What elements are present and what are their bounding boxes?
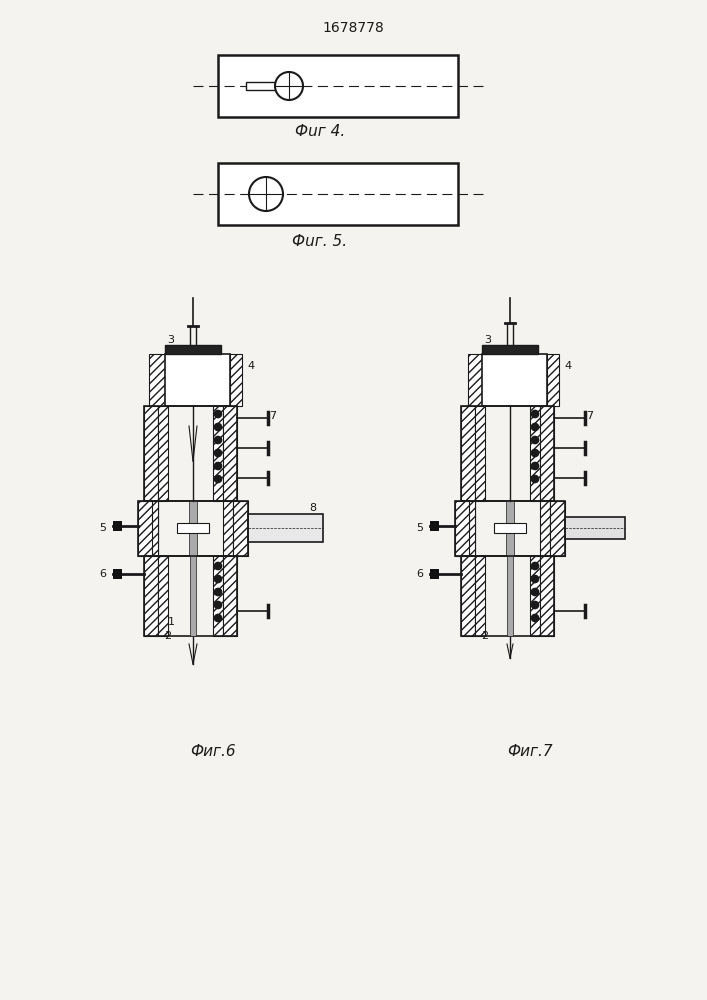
Circle shape	[214, 562, 221, 570]
Text: Фuг. 5.: Фuг. 5.	[293, 234, 348, 249]
Circle shape	[214, 576, 221, 582]
Text: Фиг.7: Фиг.7	[507, 744, 553, 760]
Text: 6: 6	[100, 569, 107, 579]
Text: 2: 2	[481, 631, 488, 641]
Bar	[223, 556, 237, 636]
Bar	[461, 556, 554, 636]
Circle shape	[532, 576, 539, 582]
Bar	[138, 501, 248, 556]
Circle shape	[214, 424, 221, 430]
Bar	[152, 501, 158, 556]
Bar	[213, 556, 223, 636]
Bar	[530, 556, 540, 636]
Bar	[218, 55, 458, 117]
Bar	[248, 514, 323, 542]
Circle shape	[532, 450, 539, 456]
Circle shape	[532, 476, 539, 483]
Bar	[213, 406, 223, 501]
Bar	[482, 354, 547, 406]
Circle shape	[214, 450, 221, 456]
Circle shape	[532, 562, 539, 570]
Bar	[230, 354, 242, 406]
Bar	[507, 556, 513, 636]
Text: 5: 5	[100, 523, 107, 533]
Bar	[233, 501, 248, 556]
Bar	[430, 569, 439, 579]
Bar	[149, 354, 165, 406]
Text: 7: 7	[269, 411, 276, 421]
Bar	[530, 406, 540, 501]
Text: 1678778: 1678778	[322, 21, 384, 35]
Bar	[550, 501, 565, 556]
Bar	[461, 406, 475, 501]
Bar	[430, 521, 439, 531]
Text: 8: 8	[310, 503, 317, 513]
Circle shape	[214, 462, 221, 470]
Circle shape	[249, 177, 283, 211]
Text: 3: 3	[168, 335, 175, 345]
Bar	[461, 406, 554, 501]
Bar	[144, 406, 237, 501]
Text: 3: 3	[484, 335, 491, 345]
Bar	[223, 501, 233, 556]
Text: Фиг.6: Фиг.6	[190, 744, 236, 760]
Text: 6: 6	[416, 569, 423, 579]
Circle shape	[214, 436, 221, 444]
Bar	[469, 501, 475, 556]
Circle shape	[532, 436, 539, 444]
Text: Фuг 4.: Фuг 4.	[295, 124, 345, 139]
Bar	[223, 406, 237, 501]
Bar	[113, 569, 122, 579]
Bar	[190, 556, 196, 636]
Bar	[475, 406, 485, 501]
Bar	[246, 82, 280, 90]
Circle shape	[275, 72, 303, 100]
Circle shape	[532, 601, 539, 608]
Circle shape	[532, 614, 539, 621]
Bar	[455, 501, 565, 556]
Bar	[547, 354, 559, 406]
Bar	[158, 556, 168, 636]
Circle shape	[532, 462, 539, 470]
Circle shape	[532, 424, 539, 430]
Bar	[475, 556, 485, 636]
Text: 7: 7	[586, 411, 594, 421]
Bar	[565, 517, 625, 539]
Text: 1: 1	[168, 617, 175, 627]
Bar	[165, 345, 221, 354]
Bar	[540, 406, 554, 501]
Text: 4: 4	[564, 361, 571, 371]
Circle shape	[214, 410, 221, 418]
Bar	[540, 556, 554, 636]
Bar	[177, 523, 209, 533]
Bar	[506, 501, 514, 556]
Text: 2: 2	[164, 631, 171, 641]
Bar	[144, 406, 158, 501]
Bar	[455, 501, 475, 556]
Bar	[158, 406, 168, 501]
Bar	[494, 523, 526, 533]
Bar	[468, 354, 482, 406]
Text: 5: 5	[416, 523, 423, 533]
Circle shape	[214, 614, 221, 621]
Bar	[144, 556, 237, 636]
Bar	[165, 354, 230, 406]
Bar	[540, 501, 550, 556]
Circle shape	[214, 476, 221, 483]
Bar	[461, 556, 475, 636]
Circle shape	[532, 588, 539, 595]
Bar	[144, 556, 158, 636]
Bar	[218, 163, 458, 225]
Bar	[138, 501, 158, 556]
Circle shape	[532, 410, 539, 418]
Bar	[113, 521, 122, 531]
Bar	[189, 501, 197, 556]
Circle shape	[214, 601, 221, 608]
Circle shape	[214, 588, 221, 595]
Bar	[482, 345, 538, 354]
Text: 4: 4	[247, 361, 255, 371]
